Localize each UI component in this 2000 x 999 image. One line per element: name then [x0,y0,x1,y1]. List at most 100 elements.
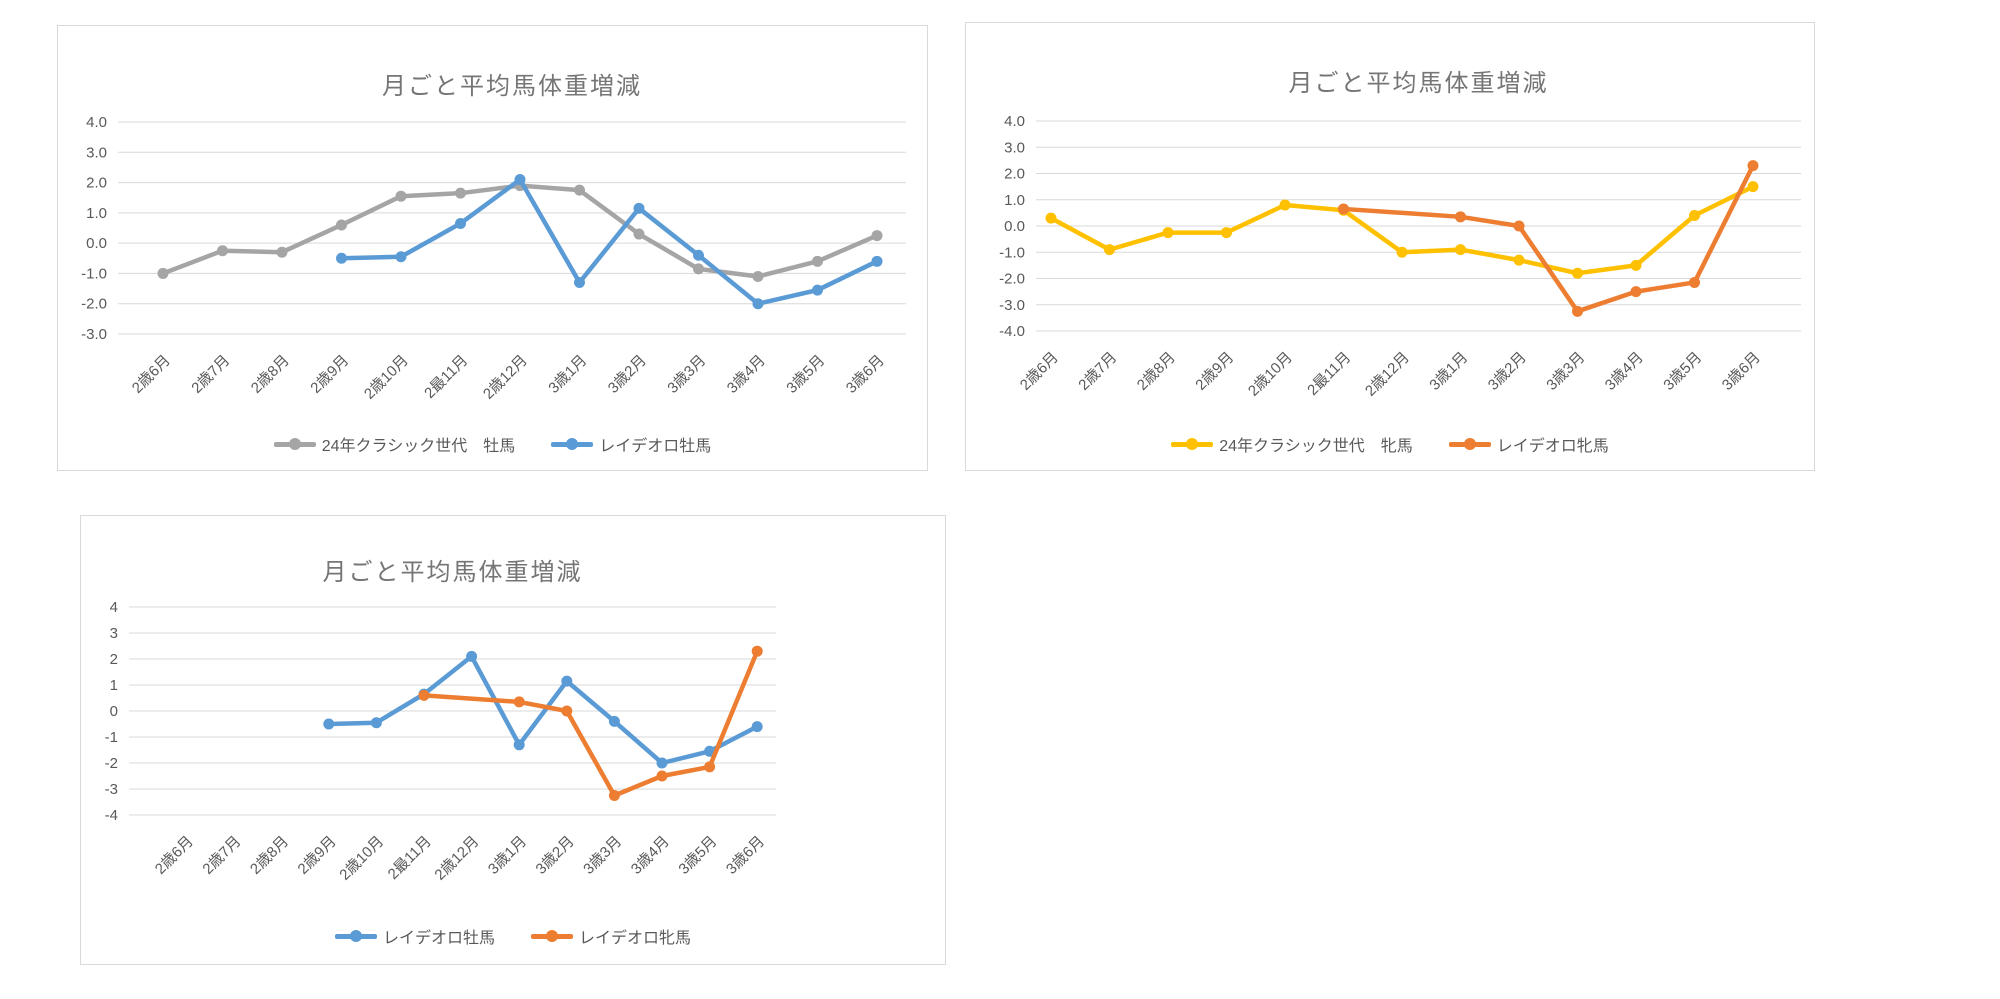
x-axis-tick-label: 2最11月 [385,833,435,883]
legend-label: レイデオロ牡馬 [599,438,712,455]
data-point-marker [561,705,573,717]
chart-title: 月ごと平均馬体重増減 [322,559,583,586]
data-point-marker [1747,181,1759,193]
data-point-marker [1513,220,1525,232]
y-axis-tick-label: -1.0 [999,244,1025,261]
data-point-marker [704,745,716,757]
data-point-marker [466,650,478,662]
x-axis-tick-label: 2歳10月 [361,352,412,403]
data-point-marker [1630,286,1642,298]
chart-card-females[interactable]: 月ごと平均馬体重増減 4.0 3.0 2.0 1.0 0.0 -1.0 -2.0 -3.0 -4… [965,22,1815,471]
x-axis-tick-label: 3歳4月 [628,833,673,878]
x-axis-tick-label: 2歳9月 [307,352,352,397]
data-point-marker [217,245,228,257]
chart-canvas: 4 3 2 1 0 -1 -2 -3 -4 2歳6月 2歳7月 2歳8月 2歳9月2歳10月2最11月2… [105,599,776,884]
data-point-marker [1221,227,1232,239]
legend-item: 24年クラシック世代 牝馬 [1171,432,1413,456]
y-axis-tick-label: -2.0 [81,296,107,313]
x-axis-tick-label: 3歳2月 [1485,349,1530,394]
data-point-marker [1104,244,1115,256]
data-point-marker [812,284,823,296]
data-point-marker [513,739,525,751]
chart-card-reideoro[interactable]: 月ごと平均馬体重増減 4 3 2 1 0 -1 -2 -3 -4 2歳6月 2歳7月 2歳8月 2歳9月… [80,515,946,965]
data-point-marker [751,645,763,657]
legend-item: レイデオロ牝馬 [531,924,691,948]
data-point-marker [1045,212,1057,224]
x-axis-tick-label: 2歳9月 [295,833,340,878]
y-axis-tick-label: 4.0 [86,114,107,131]
legend-label: 24年クラシック世代 牝馬 [1219,438,1413,455]
series-line [339,177,880,306]
data-point-marker [574,184,585,196]
data-point-marker [751,721,763,733]
chart-canvas: 4.0 3.0 2.0 1.0 0.0 -1.0 -2.0 -3.0 -4.0 2歳6月 2歳7月 2… [999,113,1801,400]
data-point-marker [871,255,883,267]
y-axis-tick-label: -2 [105,755,118,772]
y-axis-tick-label: -1.0 [81,265,107,282]
legend-line-marker-icon [531,930,573,942]
data-point-marker [323,718,335,730]
x-axis-tick-label: 3歳1月 [485,833,530,878]
legend-label: 24年クラシック世代 牡馬 [321,438,516,455]
y-axis-tick-label: 4.0 [1004,113,1025,130]
x-axis-tick-label: 3歳4月 [1602,349,1647,394]
data-point-marker [514,174,526,186]
x-axis-tick-label: 3歳2月 [605,352,650,397]
y-axis-tick-label: 0 [110,703,118,720]
x-axis-tick-label: 2歳12月 [1362,349,1413,400]
x-axis-tick-label: 3歳3月 [664,352,709,397]
y-axis-tick-label: -2.0 [999,271,1025,288]
x-axis-tick-label: 2歳6月 [129,352,174,397]
legend-label: レイデオロ牡馬 [382,930,495,947]
y-axis-tick-label: 4 [110,599,118,616]
data-point-marker [370,717,382,729]
data-point-marker [608,790,620,801]
x-axis-tick-label: 2歳8月 [248,352,293,397]
x-axis-tick-label: 2歳8月 [1134,349,1179,394]
data-point-marker [1279,199,1291,211]
chart-card-males[interactable]: 月ごと平均馬体重増減 4.0 3.0 2.0 1.0 0.0 -1.0 -2.0 -3.0 2歳… [57,25,928,471]
data-point-marker [455,187,466,199]
data-point-marker [752,298,764,310]
x-axis-tick-label: 3歳5月 [783,352,828,397]
legend-line-marker-icon [334,930,377,942]
x-axis-tick-label: 2歳9月 [1192,349,1237,394]
data-point-marker [608,715,620,727]
y-axis-tick-label: 0.0 [86,235,107,252]
legend-line-marker-icon [1448,438,1491,450]
y-axis-tick-label: 1.0 [1004,192,1025,209]
y-axis-tick-label: 1.0 [86,205,107,222]
x-axis-tick-label: 2歳12月 [431,833,482,884]
data-point-marker [1513,254,1525,266]
x-axis-tick-label: 3歳6月 [1719,349,1764,394]
series-line [421,648,760,798]
x-axis-tick-label: 3歳4月 [724,352,769,397]
data-point-marker [633,202,645,214]
y-axis-tick-label: -3 [105,781,118,798]
legend-line-marker-icon [1171,438,1214,450]
y-axis-tick-label: -4.0 [999,323,1025,340]
y-axis-tick-label: 3.0 [1004,139,1025,156]
data-point-marker [1630,259,1642,271]
y-axis-tick-label: 0.0 [1004,218,1025,235]
data-point-marker [336,219,347,231]
y-axis-tick-label: 2.0 [1004,166,1025,183]
chart-legend: 24年クラシック世代 牡馬 レイデオロ牡馬 [58,432,927,456]
data-point-marker [336,252,347,264]
y-axis-tick-label: -3.0 [999,297,1025,314]
x-axis-tick-label: 2歳6月 [1017,349,1062,394]
data-point-marker [633,228,645,240]
chart-canvas: 4.0 3.0 2.0 1.0 0.0 -1.0 -2.0 -3.0 2歳6月 2歳7月 2歳8月 2… [81,114,906,403]
x-axis-tick-label: 2歳10月 [1245,349,1296,400]
x-axis-tick-label: 2最11月 [1304,349,1354,399]
data-point-marker [871,230,883,242]
x-axis-tick-label: 3歳6月 [843,352,888,397]
data-point-marker [693,249,704,261]
x-axis-tick-label: 2歳10月 [336,833,387,884]
data-point-marker [1396,246,1408,258]
data-point-marker [561,675,573,687]
legend-label: レイデオロ牝馬 [1496,438,1609,455]
legend-line-marker-icon [273,438,316,450]
y-axis-tick-label: -4 [105,807,118,824]
